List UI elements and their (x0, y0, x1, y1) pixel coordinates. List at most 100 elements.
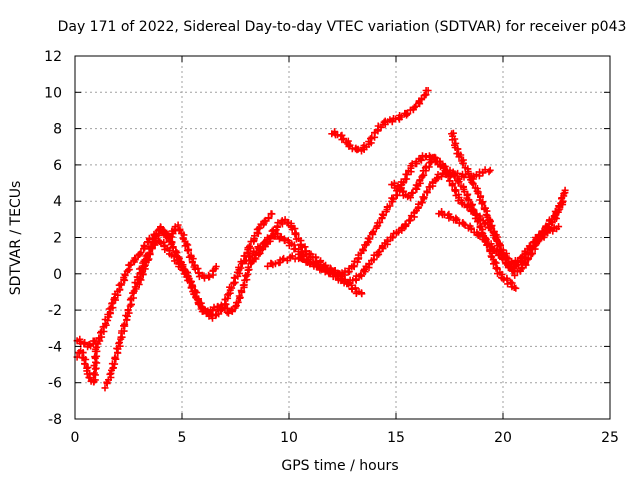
data-point (326, 269, 334, 277)
data-point (188, 258, 196, 265)
data-point (455, 178, 463, 185)
x-tick-label: 10 (280, 430, 298, 446)
data-point (244, 263, 252, 271)
data-point (357, 271, 365, 279)
data-point (201, 274, 208, 282)
data-point (307, 258, 315, 266)
data-point (81, 360, 88, 368)
data-point (394, 182, 402, 190)
data-point (478, 199, 486, 207)
data-point (137, 249, 145, 257)
data-point (90, 337, 98, 345)
data-point (228, 284, 236, 292)
data-point (121, 320, 129, 328)
data-point (420, 193, 428, 201)
data-point (397, 113, 405, 121)
data-point (115, 339, 123, 347)
data-point (517, 258, 525, 266)
y-tick-label: 4 (53, 194, 62, 210)
x-tick-label: 5 (178, 430, 187, 446)
data-point (368, 229, 376, 237)
data-points (73, 87, 569, 392)
data-point (238, 287, 246, 295)
data-point (424, 87, 432, 94)
data-point (409, 189, 417, 196)
data-point (406, 216, 414, 224)
x-tick-label: 15 (387, 430, 405, 446)
data-point (497, 247, 505, 255)
data-point (196, 300, 204, 308)
data-point (287, 222, 295, 230)
data-point (376, 218, 384, 226)
data-point (185, 247, 192, 255)
data-point (212, 263, 220, 270)
data-point (93, 359, 101, 367)
data-point (454, 145, 462, 153)
data-point (90, 369, 98, 377)
data-point (404, 110, 412, 118)
data-point (312, 254, 320, 262)
data-point (447, 213, 454, 221)
data-point (436, 157, 444, 165)
data-point (239, 281, 247, 289)
data-point (431, 153, 439, 161)
data-point (248, 258, 256, 266)
data-point (101, 384, 109, 392)
data-point (476, 232, 484, 240)
data-point (350, 262, 357, 270)
data-point (468, 172, 476, 180)
x-tick-label: 25 (601, 430, 619, 446)
data-point (359, 245, 367, 253)
data-point (482, 237, 490, 244)
data-point (253, 248, 261, 256)
y-tick-label: 8 (53, 122, 62, 138)
data-point (366, 235, 374, 243)
data-point (84, 363, 92, 371)
data-point (555, 223, 563, 231)
data-point (418, 96, 426, 104)
data-point (465, 203, 473, 211)
data-point (468, 207, 476, 215)
data-point (120, 322, 127, 330)
data-point (403, 171, 411, 179)
data-point (454, 169, 462, 177)
data-point (131, 256, 139, 264)
data-point (327, 265, 335, 273)
data-point (246, 242, 253, 250)
data-point (136, 275, 144, 283)
data-point (271, 260, 279, 268)
data-point (451, 135, 459, 143)
data-point (402, 221, 410, 229)
data-point (507, 278, 515, 286)
data-point (215, 310, 223, 318)
data-point (407, 194, 414, 202)
y-tick-label: 12 (44, 49, 62, 65)
data-point (97, 329, 104, 337)
data-point (389, 234, 396, 242)
data-point (174, 221, 182, 229)
data-point (237, 264, 245, 272)
data-point (365, 261, 373, 268)
y-tick-label: 0 (53, 267, 62, 283)
data-point (123, 316, 131, 324)
data-point (214, 302, 222, 310)
data-point (348, 285, 356, 293)
data-point (517, 265, 525, 273)
x-tick-label: 20 (494, 430, 512, 446)
data-point (223, 308, 231, 316)
data-point (485, 168, 493, 176)
data-point (421, 91, 429, 99)
data-point (186, 278, 194, 286)
data-point (386, 202, 394, 210)
data-point (477, 222, 485, 230)
data-point (379, 211, 387, 219)
data-point (168, 233, 176, 241)
data-point (157, 223, 164, 231)
data-point (537, 235, 544, 243)
data-point (235, 292, 243, 300)
data-point (512, 284, 520, 292)
data-point (137, 276, 145, 284)
data-point (179, 266, 187, 274)
data-point (378, 210, 386, 218)
